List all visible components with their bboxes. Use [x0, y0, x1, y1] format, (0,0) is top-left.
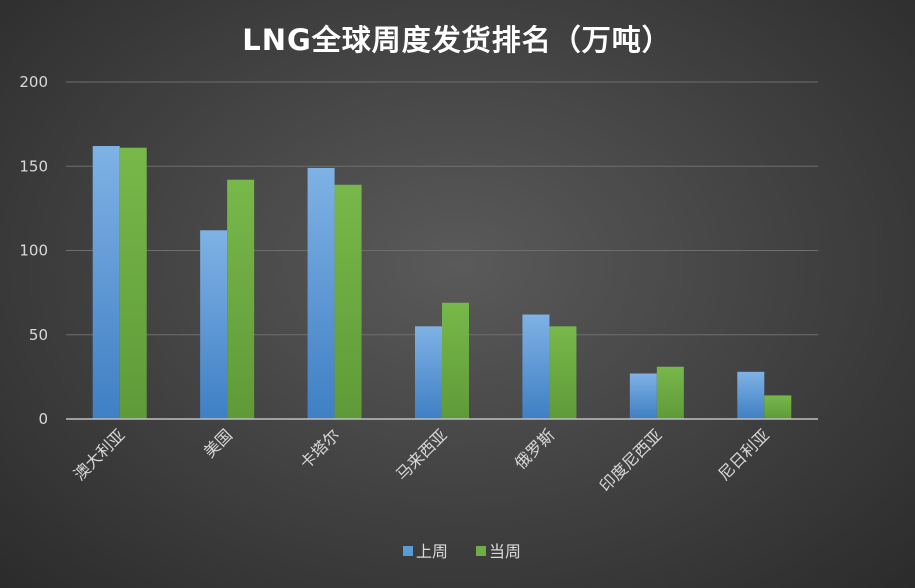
bar-last-week	[307, 167, 335, 419]
bar-last-week	[629, 373, 657, 419]
bar-last-week	[415, 326, 442, 419]
legend-swatch	[476, 546, 486, 556]
x-category-label: 马来西亚	[392, 425, 451, 484]
y-tick-label: 150	[19, 157, 48, 175]
y-tick-label: 100	[19, 242, 48, 260]
x-category-label: 印度尼西亚	[596, 425, 666, 495]
bar-this-week	[442, 302, 469, 419]
bar-this-week	[549, 326, 577, 419]
x-category-label: 美国	[200, 425, 236, 461]
bar-last-week	[92, 146, 120, 419]
bar-last-week	[737, 371, 765, 419]
bar-this-week	[656, 366, 684, 419]
bar-this-week	[334, 184, 362, 419]
x-category-label: 卡塔尔	[296, 425, 343, 472]
bars	[92, 146, 792, 419]
x-axis-category-labels: 澳大利亚 美国 卡塔尔 马来西亚 俄罗斯 印度尼西亚 尼日利亚	[70, 425, 773, 495]
bar-last-week	[522, 314, 550, 419]
legend-label: 上周	[416, 542, 448, 561]
y-tick-label: 200	[19, 73, 48, 91]
x-category-label: 澳大利亚	[70, 425, 129, 484]
legend-swatch	[403, 546, 413, 556]
y-tick-label: 50	[29, 326, 48, 344]
legend: 上周 当周	[403, 542, 521, 561]
gridlines	[66, 81, 818, 336]
bar-this-week	[119, 147, 147, 419]
chart-title: LNG全球周度发货排名（万吨）	[242, 23, 672, 57]
y-tick-label: 0	[38, 410, 48, 428]
bar-this-week	[227, 179, 255, 419]
bar-last-week	[200, 230, 228, 419]
x-category-label: 尼日利亚	[714, 425, 773, 484]
y-axis-tick-labels: 0 50 100 150 200	[19, 73, 48, 428]
legend-label: 当周	[489, 542, 521, 561]
bar-this-week	[764, 395, 792, 419]
x-category-label: 俄罗斯	[511, 425, 558, 472]
